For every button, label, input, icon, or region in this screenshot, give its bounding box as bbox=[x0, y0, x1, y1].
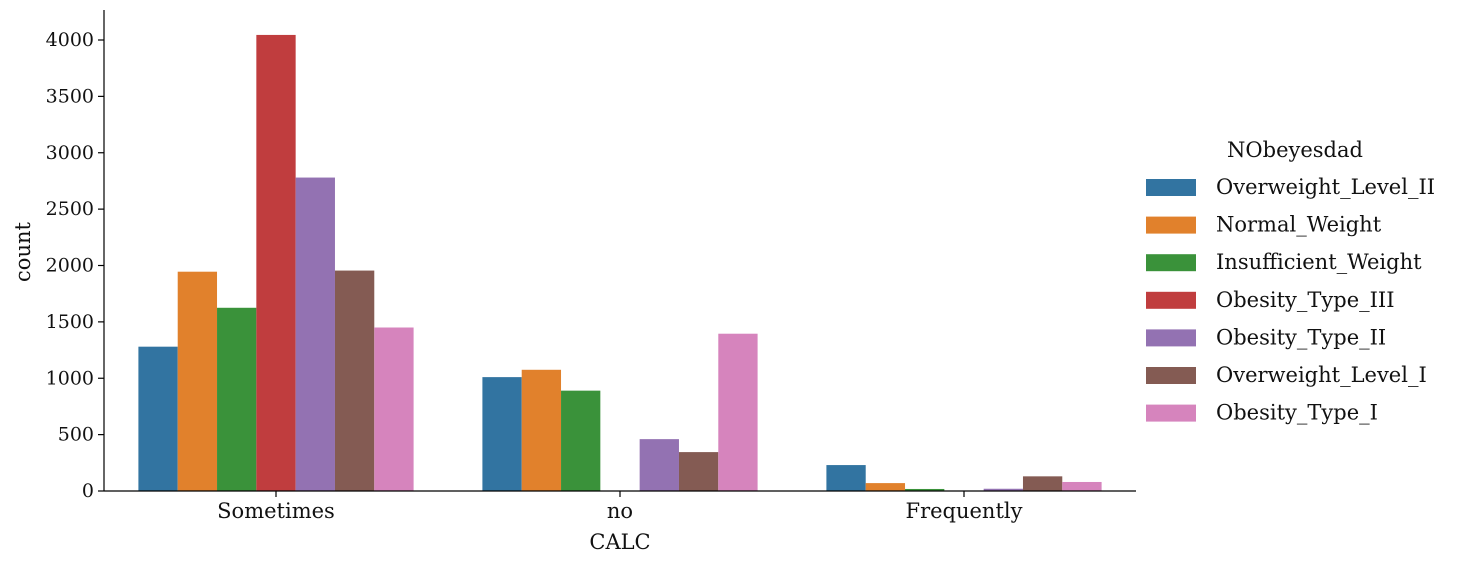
y-axis-label: count bbox=[11, 221, 35, 281]
y-tick-label: 0 bbox=[82, 480, 94, 502]
bar-Insufficient_Weight-Sometimes bbox=[217, 307, 257, 491]
y-tick-label: 1000 bbox=[46, 367, 94, 389]
legend-label: Obesity_Type_III bbox=[1216, 288, 1395, 312]
bar-Overweight_Level_II-no bbox=[482, 377, 522, 491]
bar-Obesity_Type_I-Frequently bbox=[1062, 481, 1102, 491]
bars-group bbox=[138, 34, 1102, 492]
bar-Normal_Weight-Sometimes bbox=[177, 271, 218, 491]
legend-swatch bbox=[1146, 216, 1196, 234]
y-tick-label: 2500 bbox=[46, 198, 94, 220]
y-tick-label: 4000 bbox=[46, 29, 94, 51]
bar-Insufficient_Weight-Frequently bbox=[905, 488, 945, 491]
bar-Overweight_Level_II-Frequently bbox=[826, 465, 866, 491]
x-ticks-group: Sometimes no Frequently bbox=[217, 491, 1023, 523]
bar-Obesity_Type_I-Sometimes bbox=[374, 327, 414, 491]
bar-Overweight_Level_II-Sometimes bbox=[138, 346, 178, 491]
x-tick-label: Sometimes bbox=[217, 499, 335, 523]
bar-Overweight_Level_I-no bbox=[678, 452, 719, 491]
legend-label: Overweight_Level_I bbox=[1216, 363, 1427, 387]
bar-Normal_Weight-no bbox=[521, 369, 562, 491]
legend-label: Normal_Weight bbox=[1216, 213, 1382, 237]
y-ticks-group: 0 500 1000 1500 2000 2500 3000 3500 4000 bbox=[46, 29, 104, 502]
legend-swatch bbox=[1146, 404, 1196, 422]
x-tick-label: no bbox=[607, 499, 633, 523]
y-tick-label: 500 bbox=[58, 424, 94, 446]
x-axis-label: CALC bbox=[589, 530, 650, 554]
legend-label: Insufficient_Weight bbox=[1216, 250, 1422, 274]
bar-Insufficient_Weight-no bbox=[561, 390, 601, 491]
y-tick-label: 3500 bbox=[46, 85, 94, 107]
bar-Overweight_Level_I-Frequently bbox=[1022, 476, 1063, 491]
bar-Overweight_Level_I-Sometimes bbox=[334, 270, 375, 491]
legend: NObeyesdad Overweight_Level_II Normal_Wei… bbox=[1146, 138, 1435, 425]
y-tick-label: 1500 bbox=[46, 311, 94, 333]
x-tick-label: Frequently bbox=[906, 499, 1023, 523]
legend-title: NObeyesdad bbox=[1227, 138, 1363, 162]
bar-Obesity_Type_II-Sometimes bbox=[295, 177, 335, 491]
y-tick-label: 3000 bbox=[46, 142, 94, 164]
bar-Obesity_Type_I-no bbox=[718, 333, 758, 491]
legend-label: Overweight_Level_II bbox=[1216, 175, 1435, 199]
bar-Obesity_Type_II-no bbox=[639, 439, 679, 491]
legend-swatch bbox=[1146, 254, 1196, 272]
legend-label: Obesity_Type_I bbox=[1216, 401, 1378, 425]
legend-swatch bbox=[1146, 179, 1196, 196]
bar-Obesity_Type_II-Frequently bbox=[983, 488, 1023, 491]
legend-label: Obesity_Type_II bbox=[1216, 325, 1386, 349]
legend-swatch bbox=[1146, 329, 1196, 347]
legend-swatch bbox=[1146, 367, 1196, 384]
bar-Normal_Weight-Frequently bbox=[865, 483, 906, 491]
y-tick-label: 2000 bbox=[46, 255, 94, 277]
legend-swatch bbox=[1146, 291, 1196, 309]
bar-Obesity_Type_III-Sometimes bbox=[256, 34, 296, 492]
